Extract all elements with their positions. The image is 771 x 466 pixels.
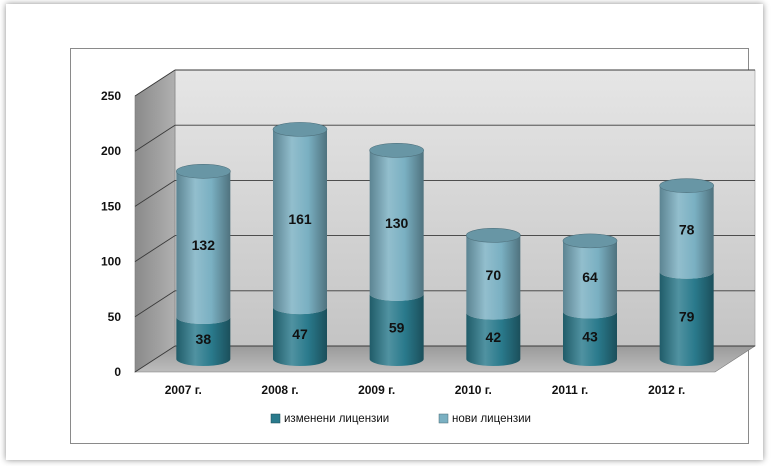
gridline-side (134, 124, 176, 152)
data-label: 59 (389, 319, 405, 335)
data-label: 132 (192, 237, 216, 253)
gridline-side (134, 180, 176, 207)
bar-segment (176, 171, 231, 325)
legend-swatch (438, 413, 449, 424)
bar-segment (176, 317, 231, 366)
gridline-side (134, 345, 176, 373)
bar-top-cap (659, 178, 714, 193)
gridline-side (134, 235, 176, 262)
legend-label: нови лицензии (452, 413, 531, 425)
x-tick-label: 2008 г. (261, 383, 298, 397)
bar-segment (466, 235, 521, 320)
side-wall (134, 69, 176, 373)
x-tick-label: 2011 г. (552, 383, 589, 397)
y-tick-label: 200 (101, 144, 121, 158)
data-label: 38 (196, 331, 212, 347)
bar-segment (563, 311, 617, 366)
y-tick-label: 150 (101, 199, 121, 213)
bar-segment (273, 307, 327, 366)
data-label: 78 (679, 222, 695, 238)
bar-segment (369, 150, 424, 301)
bar-segment (659, 185, 714, 279)
bar-segment (466, 312, 521, 367)
bar-segment (369, 293, 424, 367)
bar-segment (563, 240, 617, 319)
y-tick-label: 250 (101, 89, 121, 103)
gridline-side (134, 69, 176, 97)
bar-segment (659, 271, 714, 367)
x-tick-label: 2012 г. (648, 383, 685, 397)
bar-top-cap (562, 233, 618, 249)
data-label: 47 (292, 326, 308, 342)
x-tick-label: 2007 г. (165, 383, 202, 397)
legend-label: изменени лицензии (284, 413, 389, 425)
y-tick-label: 0 (114, 365, 121, 379)
y-tick-label: 100 (101, 255, 121, 269)
data-label: 43 (582, 328, 598, 344)
bar-top-cap (176, 164, 231, 179)
data-label: 70 (486, 267, 502, 283)
data-label: 42 (486, 329, 502, 345)
x-tick-label: 2009 г. (358, 383, 395, 397)
data-label: 79 (679, 308, 695, 324)
bar-top-cap (369, 143, 424, 158)
gridline-side (134, 290, 176, 318)
legend-swatch (270, 413, 281, 424)
data-label: 130 (385, 215, 409, 231)
data-label: 161 (288, 211, 312, 227)
bar-segment (273, 129, 327, 315)
x-tick-label: 2010 г. (455, 383, 492, 397)
data-label: 64 (582, 269, 598, 285)
bar-top-cap (466, 228, 521, 243)
bar-top-cap (272, 122, 328, 137)
y-tick-label: 50 (108, 310, 122, 324)
